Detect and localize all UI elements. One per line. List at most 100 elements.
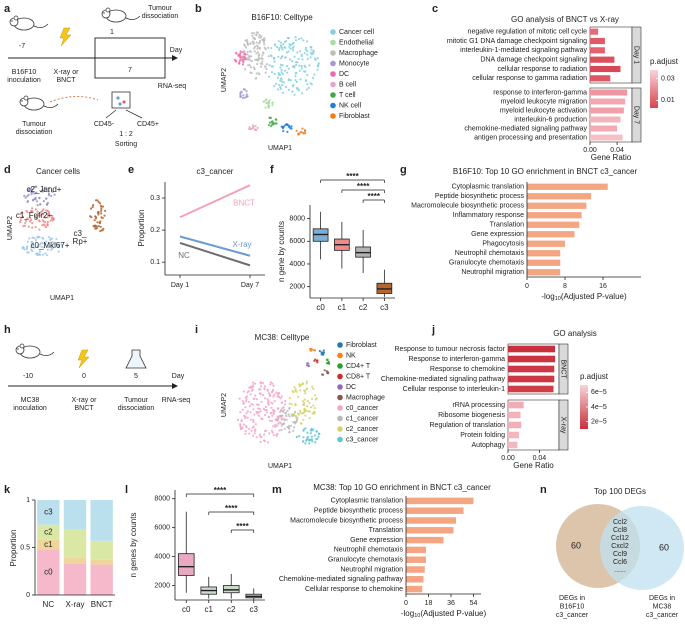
bar xyxy=(508,411,521,419)
x-tick-label: Day 1 xyxy=(171,282,189,289)
cell-dot xyxy=(238,54,242,57)
cell-dot xyxy=(280,71,283,74)
bar xyxy=(590,98,626,105)
term-label: Response to tumour necrosis factor xyxy=(395,346,506,353)
cell-dot xyxy=(273,44,277,47)
label: inoculation xyxy=(7,77,41,84)
legend-dot xyxy=(330,113,336,119)
cell-dot xyxy=(19,212,22,215)
cell-dot xyxy=(305,364,309,367)
cell-dot xyxy=(41,242,44,245)
cell-dot xyxy=(91,205,94,209)
cell-dot xyxy=(297,57,300,61)
bar xyxy=(527,212,582,219)
cell-dot xyxy=(253,50,256,53)
legend-tick-label: 2e−5 xyxy=(591,419,607,426)
cell-dot xyxy=(268,432,271,435)
cell-dot xyxy=(259,440,262,444)
axis-label: -log10(Adjusted P-value) xyxy=(401,609,487,619)
bar xyxy=(406,507,464,514)
gene-label: Ccl6 xyxy=(613,559,627,566)
cell-dot xyxy=(45,209,48,212)
cell-dot xyxy=(41,219,44,222)
x-tick-label: 54 xyxy=(470,600,478,607)
cell-dot xyxy=(49,238,52,241)
mouse-eye xyxy=(21,100,23,102)
cell-dot xyxy=(267,124,270,127)
cell-dot xyxy=(259,392,262,395)
cell-dot xyxy=(262,41,265,44)
cell-dot xyxy=(310,435,313,438)
cell-dot xyxy=(34,214,37,218)
term-label: Regulation of translation xyxy=(430,422,506,429)
label: 1 : 2 xyxy=(119,131,133,138)
cell-dot xyxy=(26,200,29,203)
cell-dot xyxy=(250,403,253,406)
label: dissociation xyxy=(142,13,179,20)
legend-dot xyxy=(330,60,336,67)
cell-dot xyxy=(30,248,33,251)
cell-dot xyxy=(267,46,270,50)
cell-dot xyxy=(286,71,289,74)
facet-label: X-ray xyxy=(560,417,567,434)
term-label: Gene expression xyxy=(471,231,524,238)
cell-dot xyxy=(271,104,274,107)
cell-dot xyxy=(306,435,309,439)
bar xyxy=(508,421,522,429)
facet-label: BNCT xyxy=(560,359,567,379)
cell-dot xyxy=(281,127,285,130)
cell-dot xyxy=(270,411,273,414)
panel-letter: a xyxy=(4,3,11,15)
cell-dot xyxy=(51,241,54,244)
cell-dot xyxy=(295,80,298,83)
cell-dot xyxy=(240,418,243,421)
y-tick-label: 6000 xyxy=(154,524,170,531)
panel-letter: e xyxy=(128,164,134,176)
cell-dot xyxy=(258,42,261,45)
cell-dot xyxy=(251,384,255,387)
cell-dot xyxy=(279,422,282,425)
bar xyxy=(406,536,444,544)
cell-dot xyxy=(261,58,264,61)
cell-dot xyxy=(296,51,299,54)
cell-dot xyxy=(39,242,43,245)
cell-dot xyxy=(271,414,274,417)
cell-dot xyxy=(322,373,325,376)
cell-dot xyxy=(253,432,256,435)
panel-title: B16F10: Celltype xyxy=(251,13,313,22)
cell-dot xyxy=(273,60,276,63)
x-tick-label: 0.04 xyxy=(610,147,624,154)
cell-dot xyxy=(297,132,300,135)
legend-label: Monocyte xyxy=(339,60,369,67)
cell-dot xyxy=(303,407,306,410)
panel-letter: h xyxy=(4,324,11,336)
label: BNCT xyxy=(56,77,76,84)
cell-dot xyxy=(282,130,285,133)
cell-dot xyxy=(42,200,46,203)
cell-dot xyxy=(282,423,285,426)
cell-dot xyxy=(44,242,47,246)
cell-dot xyxy=(242,94,245,97)
term-label: myeloid leukocyte activation xyxy=(500,107,587,114)
cell-dot xyxy=(235,60,238,63)
cell-dot xyxy=(263,397,267,400)
cell-dot xyxy=(239,424,242,427)
cell-dot xyxy=(26,240,29,243)
cell-dot xyxy=(100,209,103,213)
legend-label: Macrophage xyxy=(346,394,385,401)
label: dissociation xyxy=(16,129,53,136)
cell-dot xyxy=(257,54,260,57)
cell-dot xyxy=(309,46,312,49)
cell-dot xyxy=(245,90,248,93)
cell-dot xyxy=(57,245,60,248)
legend-dot xyxy=(330,29,336,35)
cell-dot xyxy=(264,405,268,408)
cell-dot xyxy=(241,59,244,62)
significance-label: **** xyxy=(225,504,238,513)
cell-dot xyxy=(314,441,317,444)
cell-dot xyxy=(255,52,258,55)
bar xyxy=(527,259,561,266)
cell-dot xyxy=(265,409,268,412)
cell-dot xyxy=(242,61,245,64)
axis-label: UMAP2 xyxy=(221,393,228,417)
